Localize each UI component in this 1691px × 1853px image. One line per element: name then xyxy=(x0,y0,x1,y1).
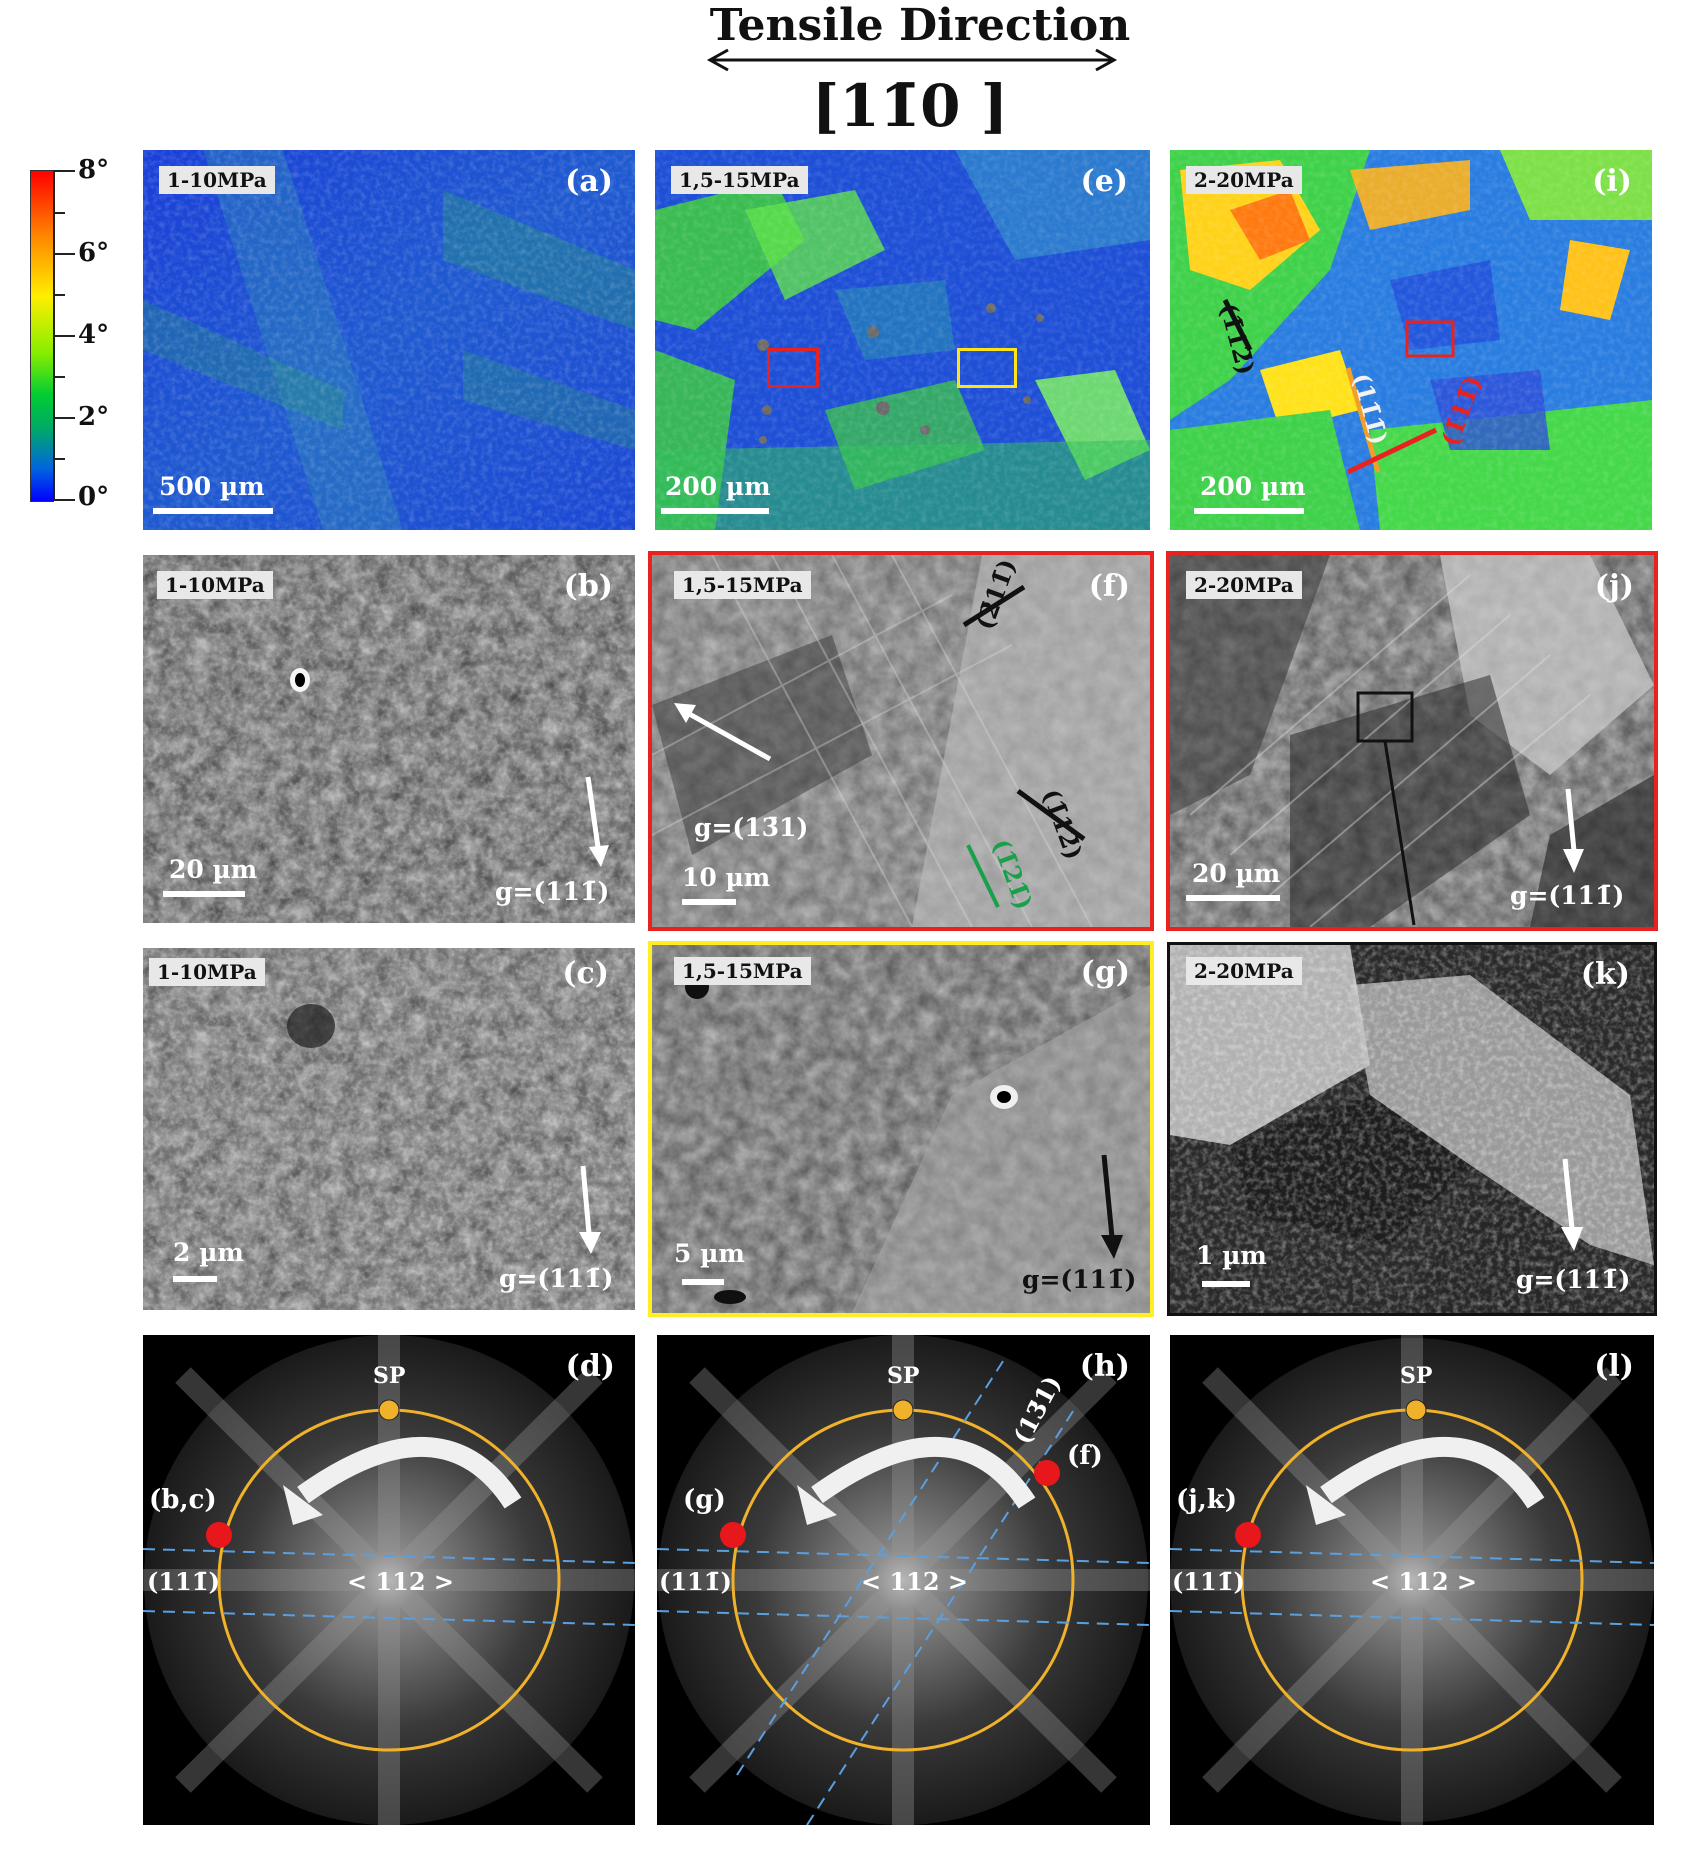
panel-k-ecci-image: g=(111̄) 2-20MPa (k) 1 µm xyxy=(1167,942,1657,1316)
sp-label-l: SP xyxy=(1400,1363,1433,1389)
pole-label-h: < 112 > xyxy=(861,1567,969,1596)
panel-letter-d: (d) xyxy=(565,1349,615,1384)
stress-label-j: 2-20MPa xyxy=(1186,571,1302,599)
spot-label-h: (g) xyxy=(683,1485,726,1515)
colorbar-label-8: 8° xyxy=(78,155,110,185)
g-vector-label-k: g=(111̄) xyxy=(1516,1265,1631,1294)
spot-label-d: (b,c) xyxy=(149,1485,217,1515)
g-vector-arrow-g xyxy=(1101,1154,1115,1238)
panel-e-ebsd-map: 1,5-15MPa (e) 200 µm xyxy=(655,150,1150,530)
plane-label-h: (111̄) xyxy=(659,1567,732,1596)
stress-label-e: 1,5-15MPa xyxy=(671,166,808,194)
trace-line-f-3 xyxy=(966,844,1000,908)
scale-bar-j xyxy=(1186,895,1280,901)
pole-label-l: < 112 > xyxy=(1370,1567,1478,1596)
g-vector-arrow-j xyxy=(1565,788,1577,852)
plane-label-l: (111̄) xyxy=(1172,1567,1245,1596)
colorbar-label-2: 2° xyxy=(78,402,110,432)
scale-bar-a xyxy=(153,508,273,514)
scale-label-g: 5 µm xyxy=(674,1239,745,1268)
panel-letter-h: (h) xyxy=(1079,1349,1130,1384)
panel-letter-a: (a) xyxy=(565,164,613,199)
scale-label-b: 20 µm xyxy=(169,855,258,884)
g-vector-arrow-f xyxy=(682,708,772,762)
scale-label-f: 10 µm xyxy=(682,863,771,892)
panel-letter-e: (e) xyxy=(1080,164,1128,199)
spot-label-l: (j,k) xyxy=(1176,1485,1238,1515)
scale-bar-i xyxy=(1194,508,1304,514)
stress-label-c: 1-10MPa xyxy=(149,958,265,986)
panel-i-ebsd-map: (1̄12̄) (11̄1̄) (1̄11̄) 2-20MPa (i) 200 … xyxy=(1170,150,1652,530)
trace-line-f-1 xyxy=(962,584,1026,628)
pole-label-d: < 112 > xyxy=(347,1567,455,1596)
scale-bar-k xyxy=(1202,1281,1250,1287)
panel-a-ebsd-map: 1-10MPa (a) 500 µm xyxy=(143,150,635,530)
g-vector-arrow-b xyxy=(585,776,601,848)
scale-bar-e xyxy=(661,508,769,514)
g-vector-label-c: g=(111̄) xyxy=(499,1264,614,1293)
scale-label-a: 500 µm xyxy=(159,472,265,501)
g-vector-label-g: g=(111̄) xyxy=(1022,1265,1137,1294)
roi-red-box-e xyxy=(767,348,819,388)
g-vector-label-f: g=(13̄1) xyxy=(694,813,809,842)
trace-line-red-i xyxy=(1346,427,1438,475)
g-vector-arrow-k xyxy=(1562,1158,1575,1230)
scale-label-k: 1 µm xyxy=(1196,1241,1267,1270)
panel-letter-l: (l) xyxy=(1594,1349,1634,1384)
spot-label-h-2: (f) xyxy=(1067,1441,1103,1471)
tensile-direction-title: Tensile Direction xyxy=(709,0,1131,51)
roi-black-box-j xyxy=(1356,691,1414,743)
zoom-connector-j-k xyxy=(1383,740,1416,926)
sp-label-d: SP xyxy=(373,1363,406,1389)
panel-letter-i: (i) xyxy=(1592,164,1632,199)
plane-label-d: (111̄) xyxy=(147,1567,220,1596)
tensile-direction-index: [11̄0 ] xyxy=(811,72,1009,140)
colorbar-gradient xyxy=(30,170,54,502)
g-vector-label-j: g=(111̄) xyxy=(1510,881,1625,910)
panel-letter-g: (g) xyxy=(1080,955,1130,990)
scale-bar-g xyxy=(682,1279,724,1285)
panel-d-kikuchi-pattern: SP < 112 > (b,c) (111̄) (d) xyxy=(143,1335,635,1825)
scale-bar-b xyxy=(163,891,245,897)
scale-label-i: 200 µm xyxy=(1200,472,1306,501)
scale-label-j: 20 µm xyxy=(1192,859,1281,888)
panel-c-ecci-image: g=(111̄) 1-10MPa (c) 2 µm xyxy=(143,948,635,1310)
scale-bar-c xyxy=(173,1276,217,1282)
stress-label-i: 2-20MPa xyxy=(1186,166,1302,194)
roi-yellow-box-e xyxy=(957,348,1017,388)
stress-label-b: 1-10MPa xyxy=(157,571,273,599)
panel-f-ecci-image: (2̄11̄) (1̄12̄) (1̄21̄) g=(13̄1) 1,5-15M… xyxy=(648,551,1154,931)
g-vector-arrow-c xyxy=(580,1165,592,1235)
trace-line-f-2 xyxy=(1016,788,1086,842)
scale-bar-f xyxy=(682,899,736,905)
colorbar-label-4: 4° xyxy=(78,320,110,350)
panel-letter-j: (j) xyxy=(1594,569,1634,604)
panel-g-ecci-image: g=(111̄) 1,5-15MPa (g) 5 µm xyxy=(648,941,1154,1317)
colorbar-label-6: 6° xyxy=(78,238,110,268)
stress-label-k: 2-20MPa xyxy=(1186,957,1302,985)
scale-label-c: 2 µm xyxy=(173,1238,244,1267)
trace-line-orange-i xyxy=(1345,367,1381,473)
panel-letter-b: (b) xyxy=(563,569,613,604)
panel-letter-c: (c) xyxy=(562,956,609,991)
g-vector-label-b: g=(111̄) xyxy=(495,877,610,906)
panel-letter-k: (k) xyxy=(1580,957,1630,992)
tensile-arrow xyxy=(706,48,1118,72)
roi-red-box-i xyxy=(1405,320,1455,358)
panel-j-ecci-image: g=(111̄) 2-20MPa (j) 20 µm xyxy=(1166,551,1658,931)
stress-label-a: 1-10MPa xyxy=(159,166,275,194)
panel-letter-f: (f) xyxy=(1088,569,1130,604)
panel-h-kikuchi-pattern: SP < 112 > (g) (f) (111̄) (13̄1) (h) xyxy=(657,1335,1150,1825)
panel-b-ecci-image: 1-10MPa (b) g=(111̄) 20 µm xyxy=(143,555,635,923)
panel-l-kikuchi-pattern: SP < 112 > (j,k) (111̄) (l) xyxy=(1170,1335,1654,1825)
stress-label-g: 1,5-15MPa xyxy=(674,957,811,985)
colorbar-label-0: 0° xyxy=(78,482,110,512)
trace-line-black-i xyxy=(1222,298,1253,352)
sp-label-h: SP xyxy=(887,1363,920,1389)
scale-label-e: 200 µm xyxy=(665,472,771,501)
stress-label-f: 1,5-15MPa xyxy=(674,571,811,599)
